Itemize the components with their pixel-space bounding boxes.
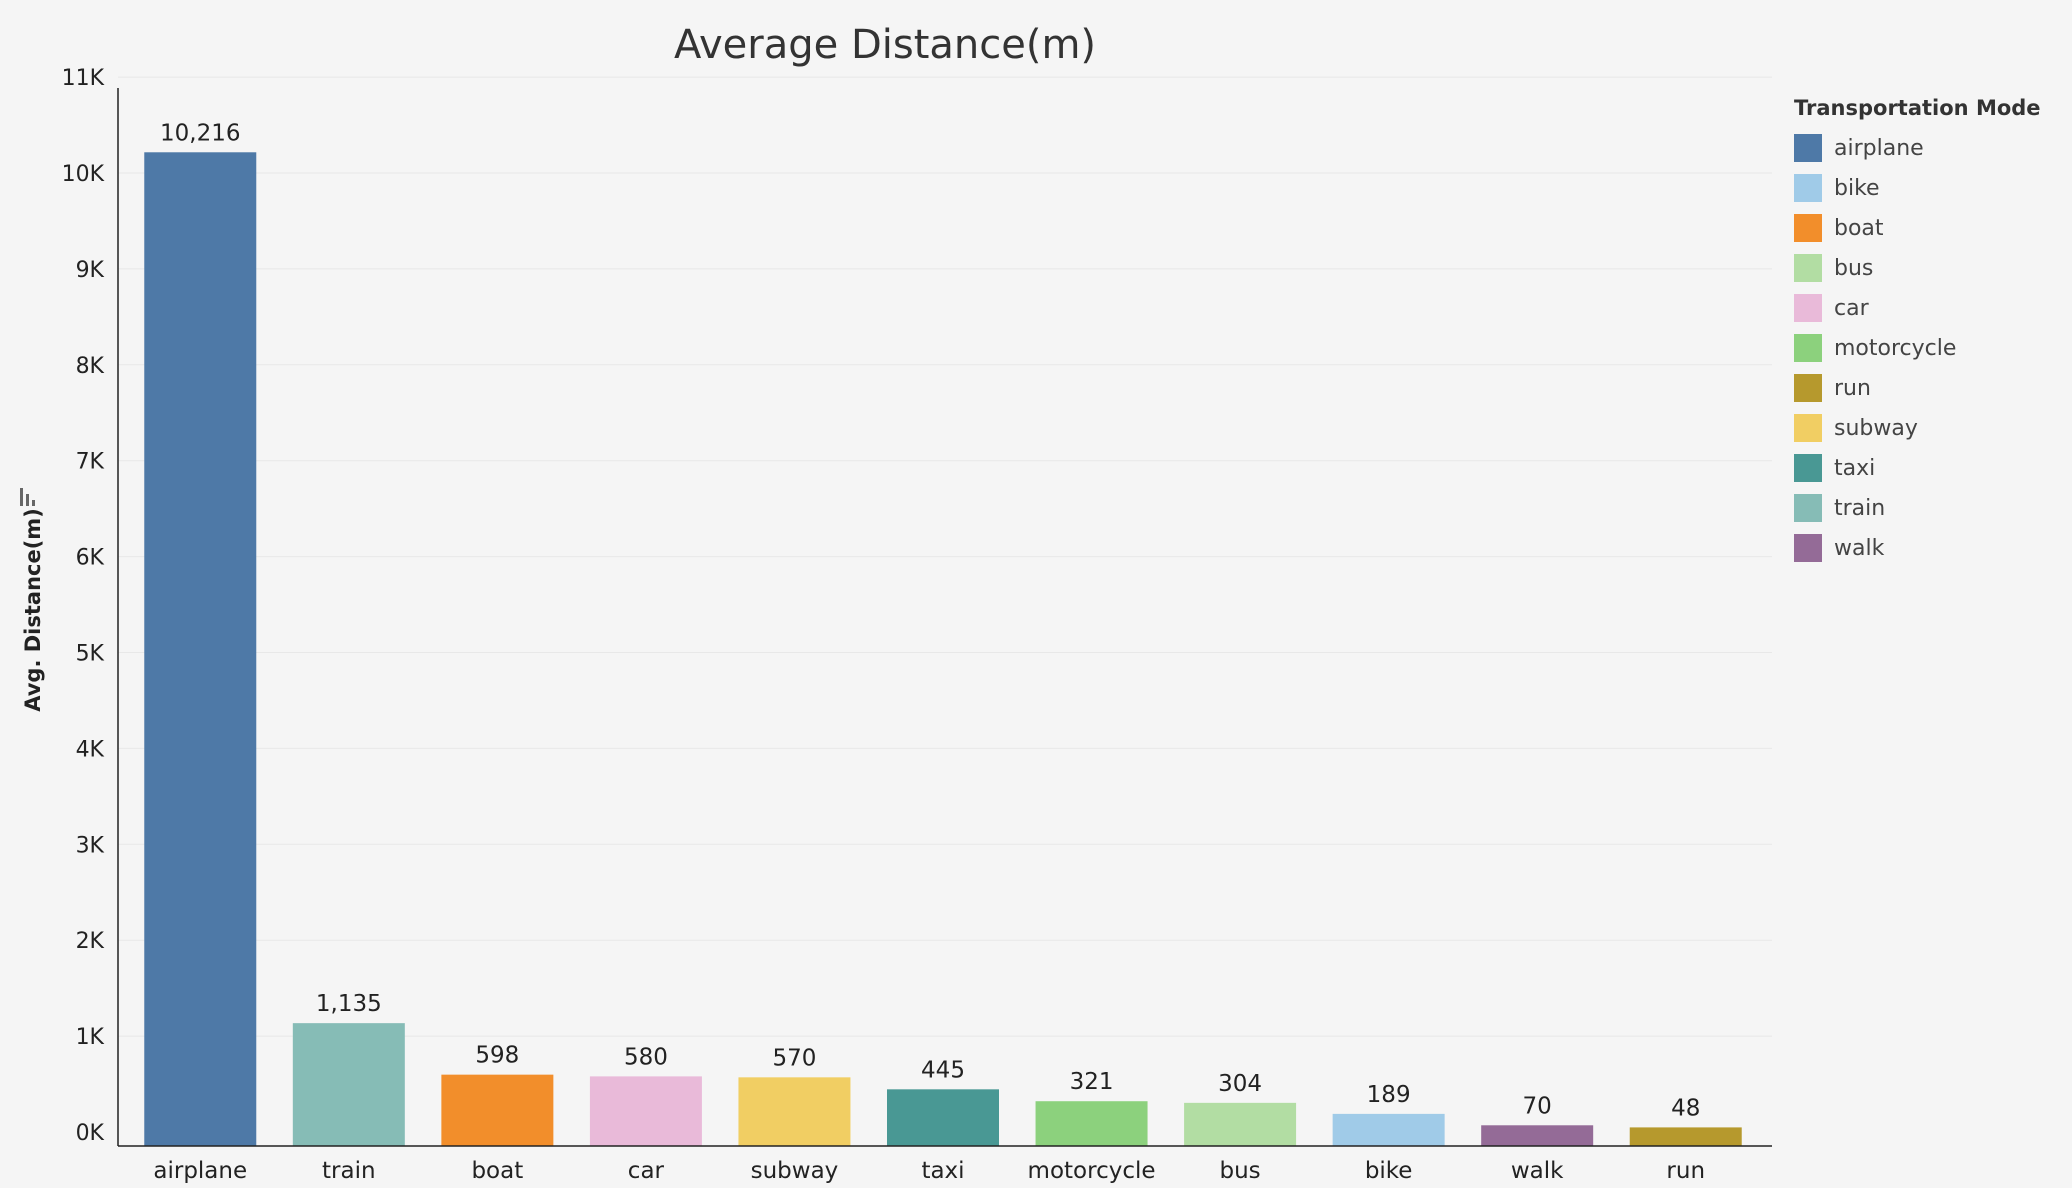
data-label-bus: 304 bbox=[1218, 1071, 1262, 1097]
legend: Transportation Mode airplane bike boat bus c… bbox=[1794, 96, 2064, 568]
legend-swatch bbox=[1794, 214, 1822, 242]
legend-item-boat[interactable]: boat bbox=[1794, 208, 2064, 248]
bar-boat[interactable] bbox=[441, 1074, 554, 1146]
legend-swatch bbox=[1794, 414, 1822, 442]
x-tick-run: run bbox=[1666, 1158, 1705, 1184]
x-tick-car: car bbox=[628, 1158, 665, 1184]
legend-swatch bbox=[1794, 494, 1822, 522]
legend-label: run bbox=[1834, 375, 1871, 401]
y-tick-label: 4K bbox=[76, 737, 105, 762]
x-tick-train: train bbox=[322, 1158, 376, 1184]
y-axis-label: Avg. Distance(m) bbox=[21, 508, 45, 712]
x-tick-walk: walk bbox=[1511, 1158, 1564, 1184]
chart-title: Average Distance(m) bbox=[674, 22, 1096, 68]
legend-item-bike[interactable]: bike bbox=[1794, 168, 2064, 208]
y-tick-label: 0K bbox=[76, 1121, 105, 1146]
y-tick-label: 7K bbox=[76, 450, 105, 475]
bar-train[interactable] bbox=[292, 1023, 405, 1146]
sort-descending-icon[interactable] bbox=[18, 486, 40, 508]
data-label-walk: 70 bbox=[1523, 1093, 1552, 1119]
y-tick-label: 8K bbox=[76, 354, 105, 379]
y-tick-label: 3K bbox=[76, 833, 105, 858]
legend-label: bus bbox=[1834, 255, 1874, 281]
data-label-run: 48 bbox=[1671, 1095, 1700, 1121]
legend-items: airplane bike boat bus car motorcycle run subwa… bbox=[1794, 128, 2064, 568]
x-tick-bus: bus bbox=[1220, 1158, 1261, 1184]
legend-item-airplane[interactable]: airplane bbox=[1794, 128, 2064, 168]
legend-swatch bbox=[1794, 454, 1822, 482]
y-tick-label: 11K bbox=[62, 66, 105, 91]
data-label-motorcycle: 321 bbox=[1070, 1069, 1114, 1095]
bars bbox=[144, 152, 1742, 1147]
legend-label: bike bbox=[1834, 175, 1880, 201]
bar-airplane[interactable] bbox=[144, 152, 257, 1147]
data-label-airplane: 10,216 bbox=[160, 120, 240, 146]
legend-swatch bbox=[1794, 174, 1822, 202]
data-label-bike: 189 bbox=[1367, 1082, 1411, 1108]
data-labels: 10,216 1,135 598 580 570 445 321 304 189 70 48 bbox=[160, 120, 1700, 1121]
x-tick-taxi: taxi bbox=[921, 1158, 964, 1184]
y-tick-label: 6K bbox=[76, 546, 105, 571]
legend-item-train[interactable]: train bbox=[1794, 488, 2064, 528]
legend-label: subway bbox=[1834, 415, 1918, 441]
legend-item-car[interactable]: car bbox=[1794, 288, 2064, 328]
x-tick-motorcycle: motorcycle bbox=[1028, 1158, 1156, 1184]
legend-swatch bbox=[1794, 134, 1822, 162]
legend-title: Transportation Mode bbox=[1794, 96, 2041, 120]
data-label-boat: 598 bbox=[475, 1043, 519, 1069]
bar-bus[interactable] bbox=[1184, 1102, 1297, 1146]
legend-item-motorcycle[interactable]: motorcycle bbox=[1794, 328, 2064, 368]
bar-subway[interactable] bbox=[738, 1077, 851, 1146]
bar-motorcycle[interactable] bbox=[1035, 1101, 1148, 1146]
bar-walk[interactable] bbox=[1481, 1125, 1594, 1146]
y-tick-label: 10K bbox=[62, 162, 105, 187]
legend-swatch bbox=[1794, 334, 1822, 362]
bar-taxi[interactable] bbox=[887, 1089, 999, 1146]
x-tick-airplane: airplane bbox=[153, 1158, 247, 1184]
legend-label: train bbox=[1834, 495, 1886, 521]
legend-label: motorcycle bbox=[1834, 335, 1957, 361]
legend-swatch bbox=[1794, 294, 1822, 322]
legend-label: boat bbox=[1834, 215, 1884, 241]
bar-bike[interactable] bbox=[1332, 1113, 1445, 1146]
legend-label: car bbox=[1834, 295, 1869, 321]
data-label-subway: 570 bbox=[773, 1045, 817, 1071]
legend-item-bus[interactable]: bus bbox=[1794, 248, 2064, 288]
y-tick-label: 5K bbox=[76, 642, 105, 667]
x-tick-subway: subway bbox=[751, 1158, 839, 1184]
bar-run[interactable] bbox=[1629, 1127, 1742, 1146]
y-tick-label: 1K bbox=[76, 1025, 105, 1050]
legend-label: airplane bbox=[1834, 135, 1924, 161]
y-tick-label: 2K bbox=[76, 929, 105, 954]
data-label-train: 1,135 bbox=[316, 991, 382, 1017]
legend-swatch bbox=[1794, 254, 1822, 282]
bar-car[interactable] bbox=[589, 1076, 702, 1146]
data-label-car: 580 bbox=[624, 1044, 668, 1070]
gridlines bbox=[118, 76, 1772, 1037]
legend-swatch bbox=[1794, 374, 1822, 402]
legend-label: walk bbox=[1834, 535, 1885, 561]
y-axis-ticks: 0K 1K 2K 3K 4K 5K 6K 7K 8K 9K 10K 11K bbox=[62, 66, 105, 1146]
x-axis-ticks: airplane train boat car subway taxi motorcycle… bbox=[153, 1158, 1705, 1184]
legend-item-subway[interactable]: subway bbox=[1794, 408, 2064, 448]
x-tick-boat: boat bbox=[471, 1158, 523, 1184]
y-tick-label: 9K bbox=[76, 258, 105, 283]
legend-item-taxi[interactable]: taxi bbox=[1794, 448, 2064, 488]
legend-item-run[interactable]: run bbox=[1794, 368, 2064, 408]
data-label-taxi: 445 bbox=[921, 1057, 965, 1083]
legend-label: taxi bbox=[1834, 455, 1876, 481]
x-tick-bike: bike bbox=[1365, 1158, 1413, 1184]
legend-item-walk[interactable]: walk bbox=[1794, 528, 2064, 568]
legend-swatch bbox=[1794, 534, 1822, 562]
